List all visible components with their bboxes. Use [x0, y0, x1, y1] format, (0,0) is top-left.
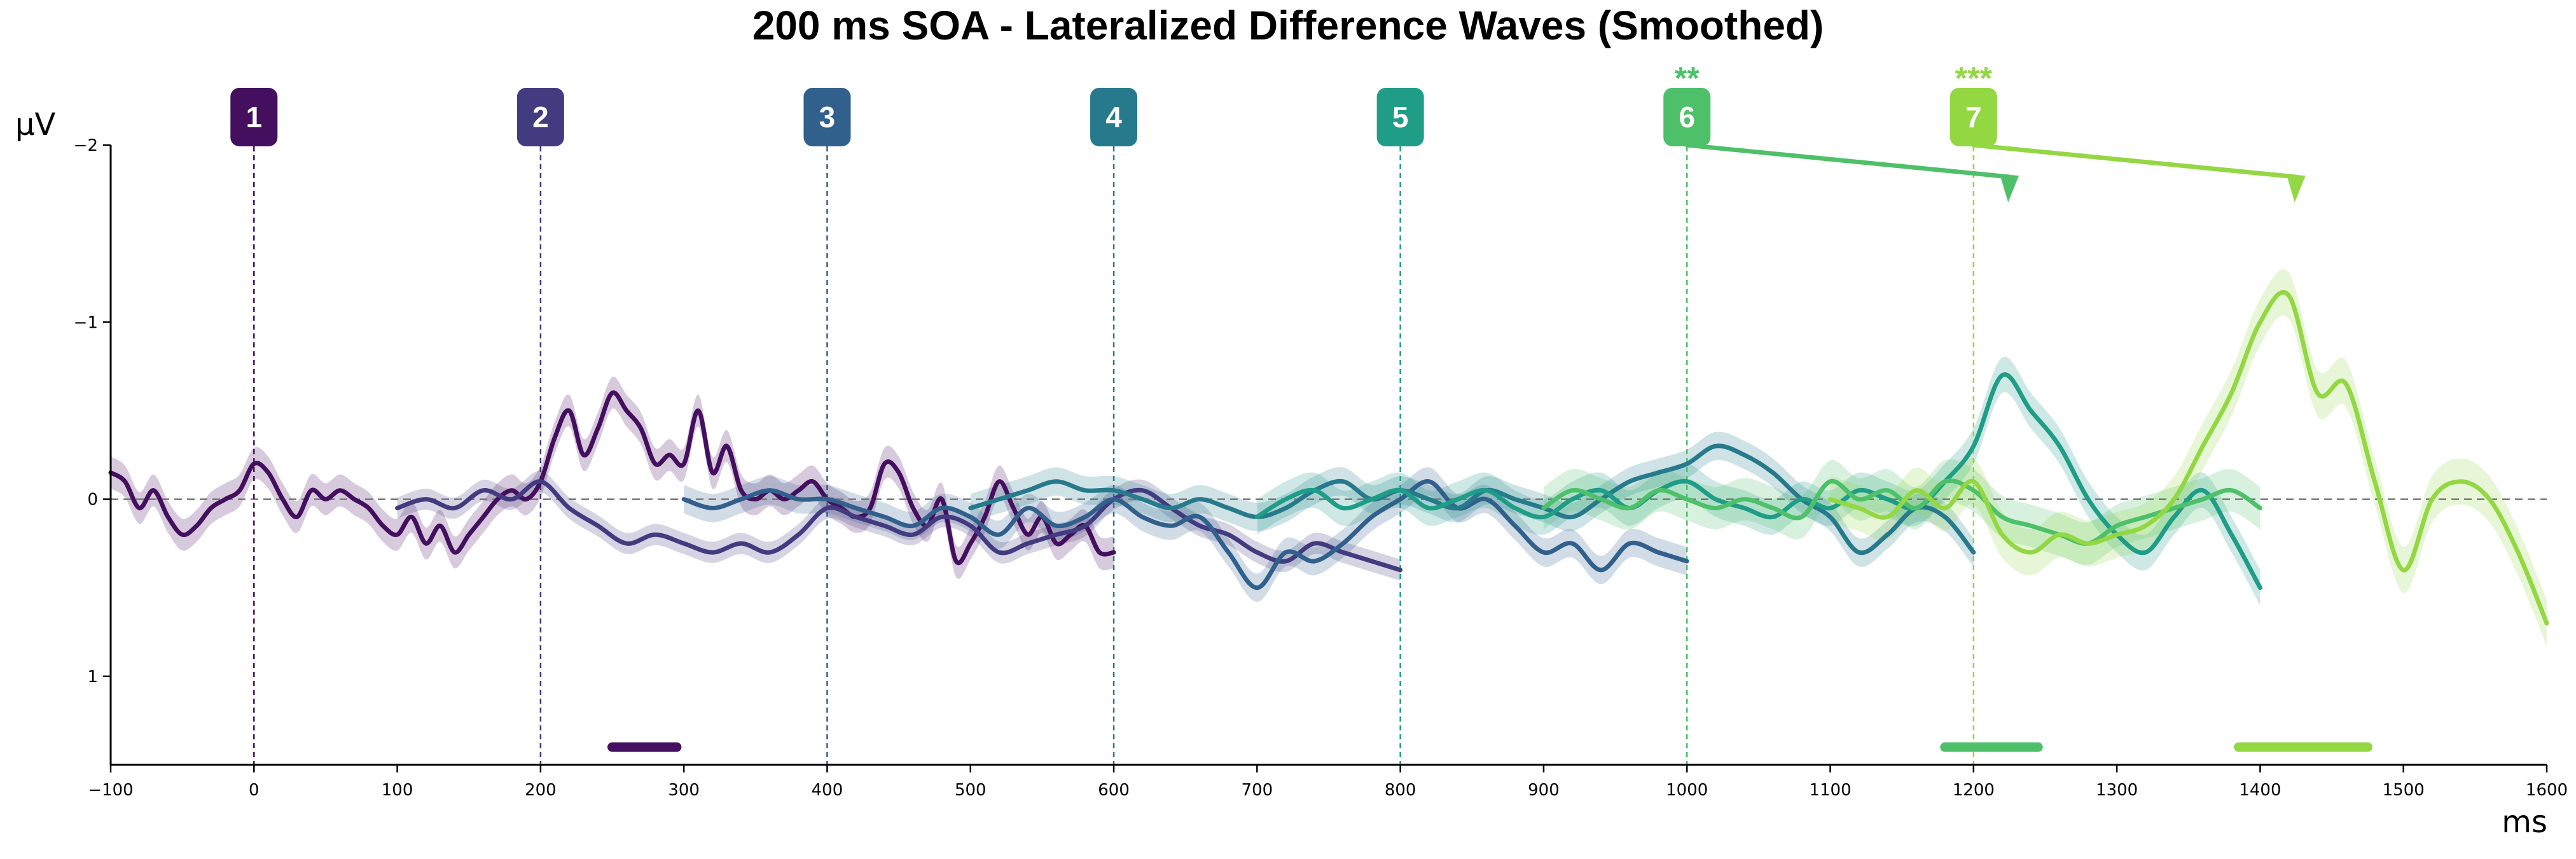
x-tick-label-17: 1600 [2526, 781, 2568, 800]
marker-label-3: 3 [819, 101, 836, 134]
x-tick-label-5: 400 [812, 781, 843, 800]
x-tick-label-8: 700 [1242, 781, 1273, 800]
markers: 1 2 3 4 5 6 ** 7 *** [230, 60, 1997, 146]
x-tick-label-2: 100 [382, 781, 413, 800]
x-tick-label-10: 900 [1528, 781, 1560, 800]
marker-box-3 [803, 88, 851, 146]
axes: −100 0 100 200 300 400 500 600 700 800 900 1000 1100… [74, 136, 2568, 800]
error-band-7 [1830, 269, 2547, 646]
x-tick-label-1: 0 [249, 781, 260, 800]
peak-arrow-line-2 [1971, 143, 2299, 179]
marker-label-2: 2 [532, 101, 549, 134]
x-tick-label-3: 200 [525, 781, 557, 800]
peak-arrows [1684, 143, 2306, 202]
marker-stars-7: *** [1955, 60, 1993, 96]
y-tick-label-3: 1 [87, 667, 98, 687]
marker-label-7: 7 [1965, 101, 1982, 134]
x-tick-label-16: 1500 [2383, 781, 2425, 800]
error-bands [111, 269, 2547, 646]
marker-box-7 [1949, 88, 1997, 146]
y-tick-label-0: −2 [74, 136, 98, 155]
marker-box-5 [1376, 88, 1424, 146]
peak-arrow-head-1 [2000, 174, 2019, 202]
marker-stars-6: ** [1675, 60, 1700, 96]
series-line-3 [681, 479, 1689, 590]
error-band-1 [111, 376, 1114, 579]
y-tick-label-1: −1 [74, 313, 98, 332]
error-band-2 [397, 470, 1401, 581]
x-tick-label-13: 1200 [1953, 781, 1995, 800]
y-axis-title: μV [15, 107, 56, 143]
x-tick-label-12: 1100 [1809, 781, 1851, 800]
x-tick-label-6: 500 [955, 781, 987, 800]
peak-arrow-head-2 [2286, 174, 2306, 202]
x-tick-label-7: 600 [1098, 781, 1130, 800]
marker-box-2 [516, 88, 564, 146]
error-band-6 [1543, 459, 2261, 565]
x-tick-label-4: 300 [668, 781, 700, 800]
series-line-6 [1541, 478, 2262, 546]
y-tick-label-2: 0 [87, 491, 98, 510]
marker-box-4 [1090, 88, 1138, 146]
series-line-7 [1828, 290, 2549, 625]
x-tick-label-0: −100 [88, 781, 133, 800]
error-band-5 [1257, 356, 2261, 606]
x-tick-label-9: 800 [1385, 781, 1416, 800]
x-tick-label-11: 1000 [1666, 781, 1708, 800]
x-axis-title: ms [2502, 804, 2547, 840]
marker-box-6 [1663, 88, 1711, 146]
peak-arrow-line-1 [1684, 143, 2012, 179]
error-band-3 [684, 467, 1687, 602]
marker-label-5: 5 [1392, 101, 1409, 134]
x-tick-label-15: 1400 [2239, 781, 2281, 800]
marker-label-1: 1 [246, 101, 262, 134]
series-line-1 [108, 390, 1116, 566]
marker-label-6: 6 [1679, 101, 1695, 134]
series-line-2 [395, 479, 1403, 573]
marker-box-1 [230, 88, 278, 146]
series-lines [108, 290, 2549, 625]
chart-title: 200 ms SOA - Lateralized Difference Wave… [752, 3, 1824, 48]
marker-lines [253, 146, 1975, 765]
marker-label-4: 4 [1105, 101, 1122, 134]
x-tick-label-14: 1300 [2096, 781, 2138, 800]
